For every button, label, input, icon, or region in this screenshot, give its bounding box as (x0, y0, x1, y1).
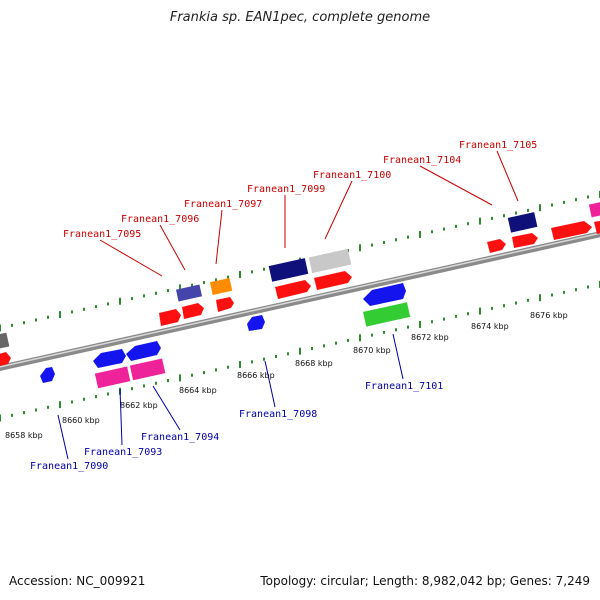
tick-label: 8662 kbp (120, 401, 158, 410)
gene-far-right[interactable] (588, 201, 600, 218)
tick-label: 8666 kbp (237, 371, 275, 380)
gene-label[interactable]: Franean1_7101 (365, 381, 443, 392)
accession-text: Accession: NC_009921 (9, 574, 146, 588)
leader-line (264, 360, 276, 408)
gene-label[interactable]: Franean1_7096 (121, 214, 199, 225)
gene-7101[interactable] (363, 302, 411, 327)
gene-blue-3[interactable] (40, 367, 55, 383)
gene-red-2[interactable] (182, 303, 204, 319)
gene-7094[interactable] (129, 358, 166, 381)
gene-7099[interactable] (268, 258, 309, 282)
upper-tick-rail (0, 190, 600, 332)
gene-red-4[interactable] (275, 280, 311, 299)
genome-backbone (0, 231, 600, 371)
leader-line (57, 414, 69, 460)
tick-label: 8658 kbp (5, 431, 43, 440)
tick-label: 8664 kbp (179, 386, 217, 395)
axis-tick-labels: 8658 kbp 8660 kbp 8662 kbp 8664 kbp 8666 kbp… (5, 311, 568, 440)
leader-line (215, 209, 223, 265)
genome-title: Frankia sp. EAN1pec, complete genome (169, 10, 431, 25)
gene-red-6[interactable] (487, 239, 506, 253)
gene-label[interactable]: Franean1_7105 (459, 140, 537, 151)
gene-red-3[interactable] (216, 297, 234, 312)
tick-label: 8670 kbp (353, 346, 391, 355)
gene-red-7[interactable] (512, 233, 538, 248)
gene-7100[interactable] (308, 248, 352, 274)
gene-label[interactable]: Franean1_7094 (141, 432, 219, 443)
gene-red-5[interactable] (314, 271, 352, 290)
genome-backbone-highlight (0, 232, 600, 368)
gene-label[interactable]: Franean1_7097 (184, 199, 262, 210)
gene-label[interactable]: Franean1_7098 (239, 409, 317, 420)
leader-line (392, 333, 404, 380)
gene-7096[interactable] (175, 284, 203, 302)
tick-label: 8668 kbp (295, 359, 333, 368)
lower-tick-rail (0, 280, 600, 422)
gene-label[interactable]: Franean1_7104 (383, 155, 461, 166)
gene-blue-1[interactable] (247, 315, 265, 331)
gene-blue-5[interactable] (126, 341, 161, 361)
leader-line (159, 224, 186, 271)
leader-line (324, 180, 353, 240)
gene-label[interactable]: Franean1_7093 (84, 447, 162, 458)
gene-label[interactable]: Franean1_7100 (313, 170, 391, 181)
gene-7097[interactable] (209, 277, 233, 295)
gene-7093[interactable] (94, 366, 131, 389)
leader-line (496, 150, 519, 202)
gene-label[interactable]: Franean1_7090 (30, 461, 108, 472)
tick-label: 8660 kbp (62, 416, 100, 425)
tick-label: 8672 kbp (411, 333, 449, 342)
lower-gene-labels: Franean1_7090 Franean1_7093 Franean1_7094 F… (30, 381, 443, 472)
leader-line (419, 165, 493, 206)
leader-line (152, 385, 181, 431)
gene-red-1[interactable] (159, 309, 181, 326)
gene-blue-4[interactable] (93, 349, 126, 368)
gene-features (0, 201, 600, 389)
gene-label[interactable]: Franean1_7095 (63, 229, 141, 240)
gene-label[interactable]: Franean1_7099 (247, 184, 325, 195)
leader-line (99, 239, 163, 277)
leader-line (119, 388, 123, 446)
gene-red-8[interactable] (551, 221, 592, 240)
topology-text: Topology: circular; Length: 8,982,042 bp… (260, 574, 590, 588)
tick-label: 8676 kbp (530, 311, 568, 320)
gene-7104[interactable] (507, 212, 538, 233)
gene-blue-2[interactable] (363, 283, 406, 306)
gene-red-left[interactable] (0, 352, 11, 367)
label-leader-lines (57, 150, 519, 460)
upper-gene-labels: Franean1_7095 Franean1_7096 Franean1_7097 F… (63, 140, 537, 240)
gene-red-9[interactable] (594, 219, 600, 234)
tick-label: 8674 kbp (471, 322, 509, 331)
gene-gray-left[interactable] (0, 332, 10, 350)
